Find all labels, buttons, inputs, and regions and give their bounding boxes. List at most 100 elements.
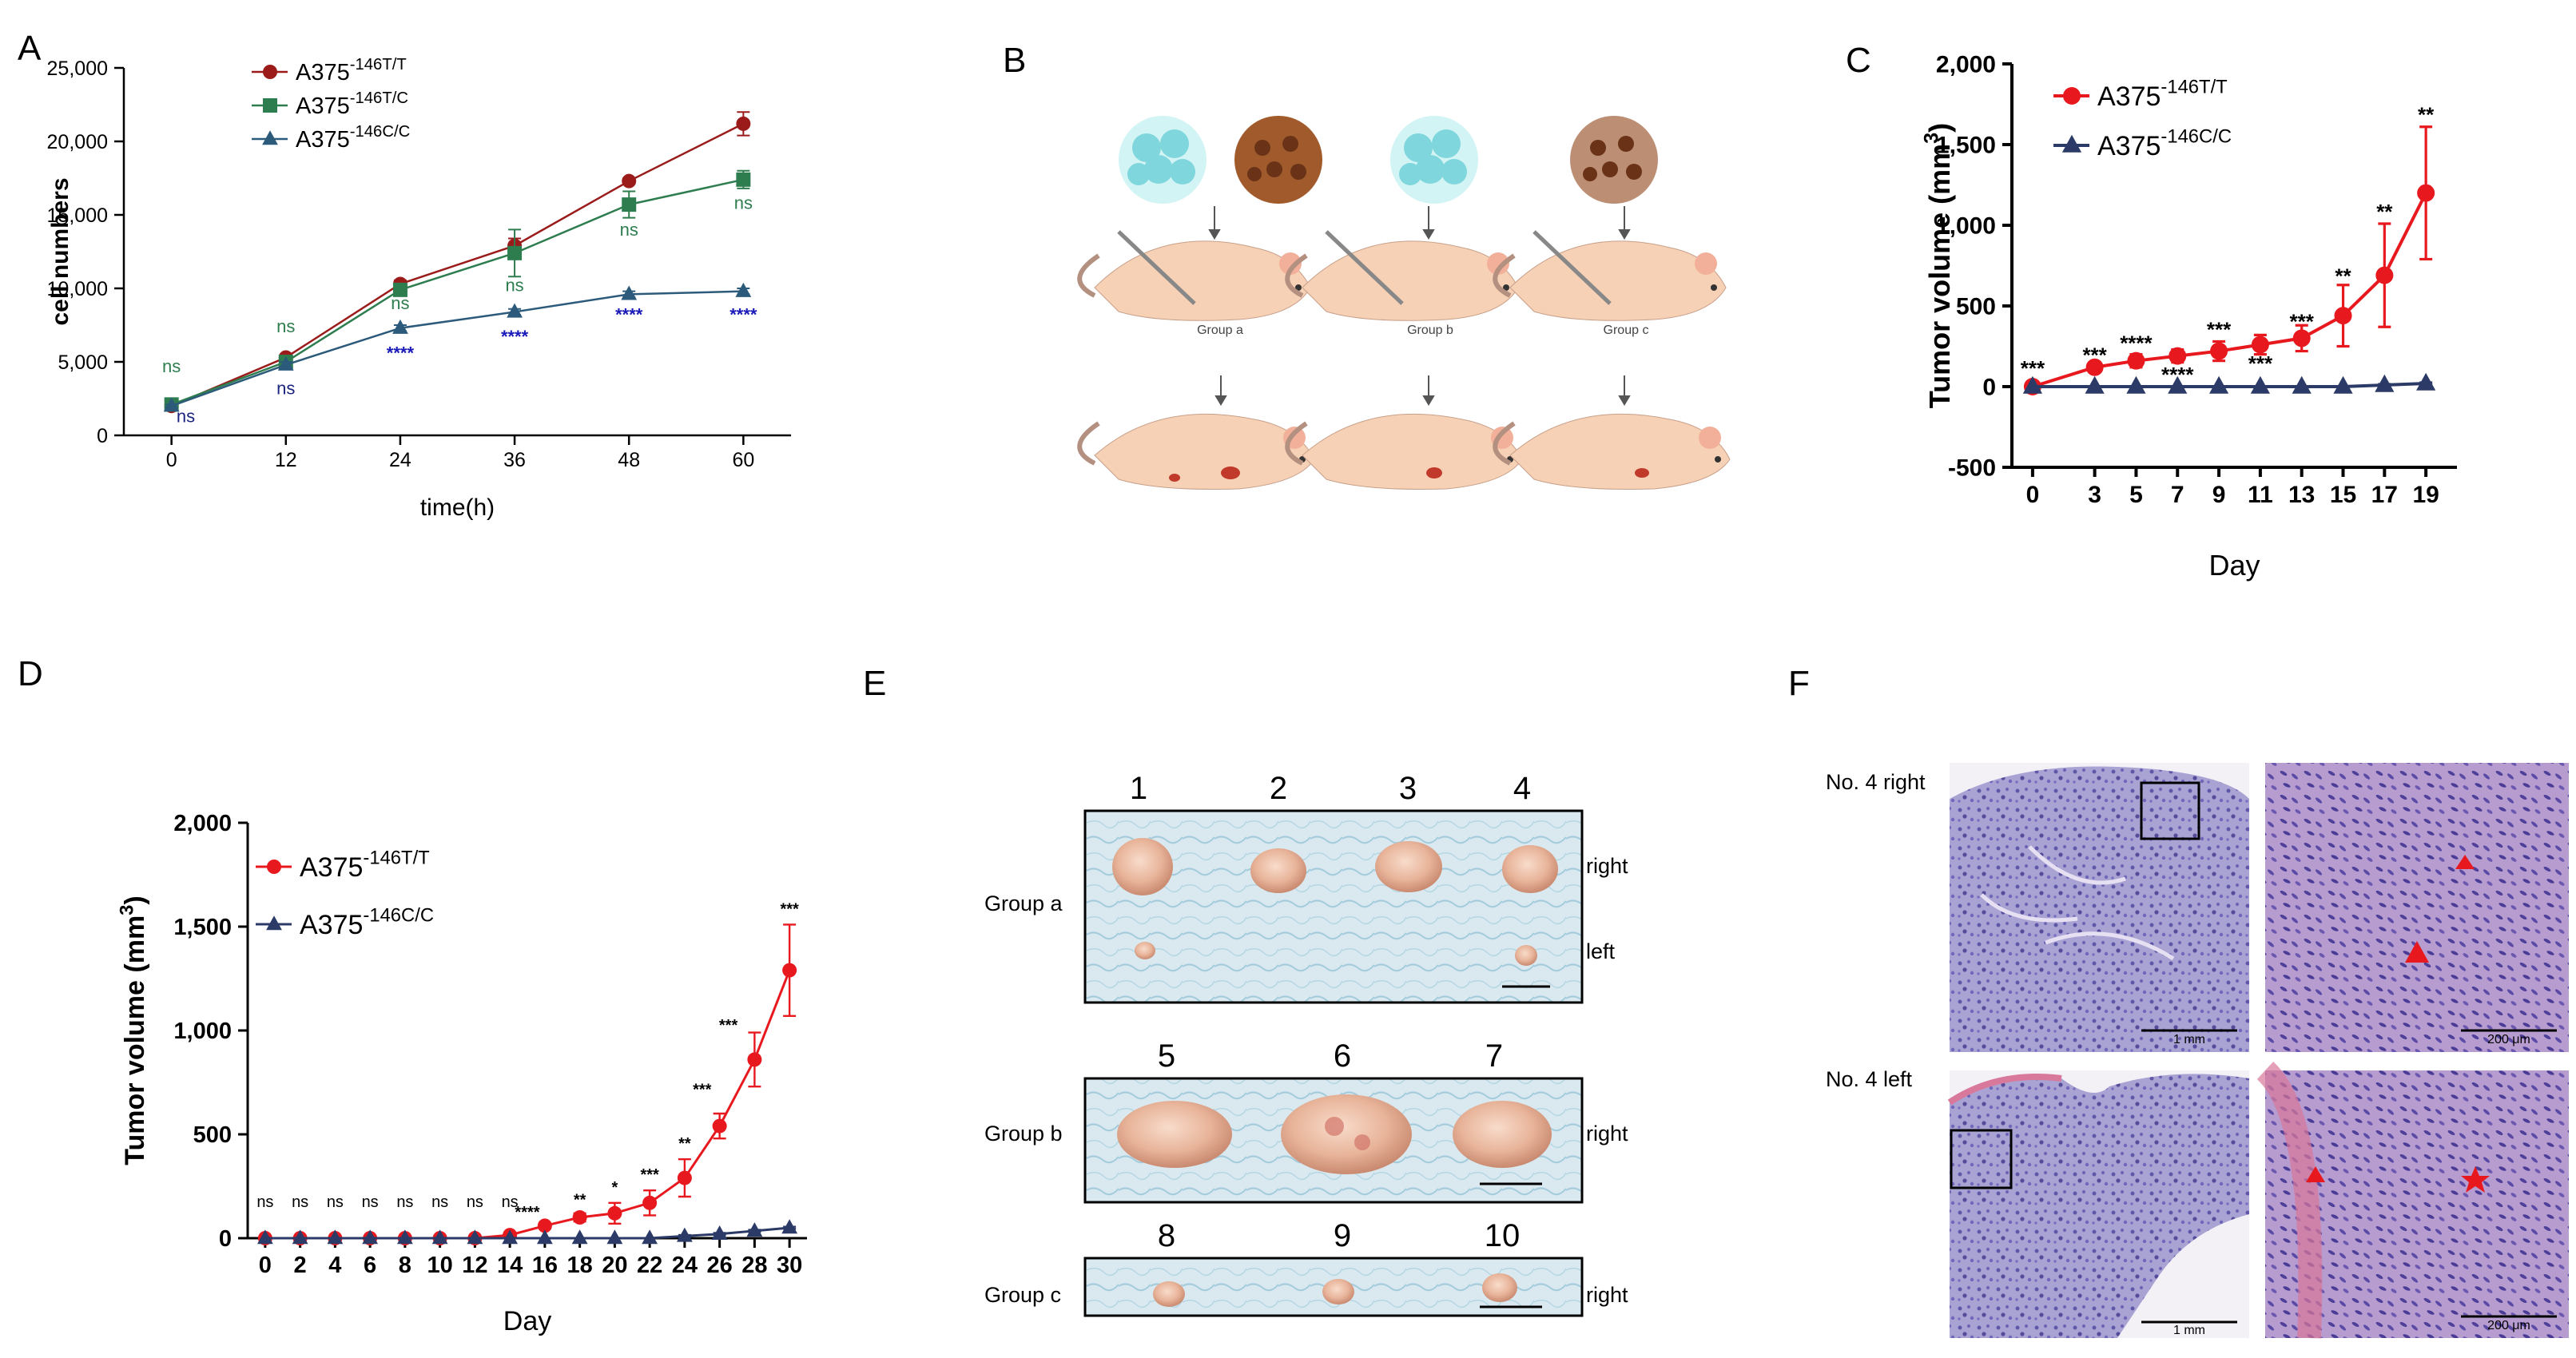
y-tick-label: 2,000	[1936, 52, 1996, 78]
y-tick-label: 0	[219, 1226, 232, 1252]
chart-a: 0 5,000 10,000 15,000 20,000 25,000 0 12 24 36 48 6…	[47, 56, 791, 521]
significance-annotation: **	[574, 1191, 586, 1209]
x-tick-label: 10	[427, 1253, 452, 1278]
y-tick-label: 5,000	[58, 351, 108, 374]
legend-label: A375-146C/C	[300, 905, 434, 940]
panel-label-c: C	[1846, 41, 1871, 80]
data-point	[2168, 375, 2188, 394]
legend-label: A375-146T/T	[296, 56, 407, 85]
x-tick-label: 3	[2088, 482, 2101, 508]
significance-annotation: ***	[693, 1082, 712, 1099]
photo-number: 3	[1399, 771, 1417, 806]
x-axis-label: Day	[2208, 549, 2260, 582]
data-point	[392, 282, 407, 297]
significance-annotation: ***	[2248, 351, 2273, 375]
data-point	[642, 1195, 658, 1210]
data-point	[2085, 358, 2104, 376]
data-point	[2292, 329, 2311, 347]
x-tick-label: 0	[259, 1253, 272, 1278]
significance-annotation: ns	[327, 1193, 344, 1211]
significance-annotation: ns	[391, 293, 409, 313]
x-tick-label: 24	[389, 449, 411, 471]
group-a-label: Group a	[1197, 324, 1243, 337]
photo-number: 5	[1158, 1038, 1175, 1074]
significance-annotation: ***	[719, 1017, 738, 1034]
data-point	[2375, 374, 2395, 392]
significance-annotation: **	[2418, 103, 2435, 127]
data-point	[736, 172, 751, 187]
significance-annotation: ****	[615, 304, 643, 324]
x-tick-label: 16	[532, 1253, 558, 1278]
legend-superscript: -146C/C	[2161, 126, 2232, 148]
group-c-label: Group c	[1604, 324, 1649, 337]
tumor-photo-group-a	[1083, 809, 1584, 1004]
data-point	[712, 1118, 727, 1134]
y-tick-label: 25,000	[47, 58, 108, 80]
data-point	[622, 197, 637, 212]
panel-b-schematic: Group a Group b Group c	[1077, 116, 1731, 490]
data-point	[163, 397, 180, 412]
significance-annotation: ***	[780, 900, 799, 918]
x-tick-label: 22	[637, 1253, 662, 1278]
series-line	[264, 1226, 790, 1240]
significance-annotation: **	[2376, 200, 2393, 224]
data-point	[781, 1219, 798, 1234]
data-point	[2208, 375, 2229, 394]
significance-annotation: ****	[2161, 363, 2194, 387]
legend-superscript: -146T/T	[350, 56, 407, 73]
x-axis-label: time(h)	[420, 494, 495, 521]
data-point	[2333, 375, 2353, 394]
significance-annotation: ns	[505, 276, 523, 296]
photo-number: 1	[1130, 771, 1147, 806]
significance-annotation: ns	[467, 1193, 483, 1211]
y-axis-label-close: )	[1923, 123, 1956, 133]
data-point	[747, 1052, 762, 1067]
legend-marker	[262, 130, 278, 145]
data-point	[507, 303, 523, 318]
x-tick-label: 48	[618, 449, 640, 471]
significance-annotation: **	[2335, 264, 2351, 288]
series-line	[2032, 381, 2427, 388]
y-tick-label: 15,000	[47, 204, 108, 227]
histology-high-mag-right	[2265, 763, 2569, 1052]
photo-number: 7	[1485, 1038, 1503, 1074]
significance-annotation: ns	[177, 406, 195, 426]
y-tick-label: -500	[1948, 455, 1996, 482]
data-point	[2250, 375, 2270, 394]
x-tick-label: 13	[2288, 482, 2315, 508]
x-tick-label: 20	[602, 1253, 627, 1278]
significance-annotation: ns	[276, 378, 295, 398]
chart-c: -500 0 500 1,000 1,500 2,000 0 3 5 7 9 11 13 15 17 19 Da…	[1921, 52, 2457, 582]
x-tick-label: 30	[777, 1253, 802, 1278]
legend-marker	[267, 860, 281, 874]
legend-label: A375-146C/C	[296, 123, 410, 153]
significance-annotation: ***	[640, 1166, 659, 1184]
group-b-photo-label: Group b	[984, 1122, 1063, 1146]
x-tick-label: 9	[2212, 482, 2226, 508]
data-point	[536, 1229, 553, 1245]
significance-annotation: ****	[2120, 332, 2153, 355]
legend-marker	[2061, 134, 2082, 153]
scale-bar-label: 1 mm	[2173, 1324, 2205, 1337]
data-point	[431, 1229, 448, 1245]
data-point	[2126, 375, 2146, 394]
data-point	[622, 173, 637, 189]
cell-cluster-brown-icon	[1234, 116, 1322, 204]
data-point	[467, 1229, 483, 1245]
photo-number: 10	[1485, 1218, 1521, 1253]
data-point	[572, 1210, 587, 1225]
y-axis-label-close: )	[120, 895, 150, 904]
data-point	[256, 1229, 273, 1245]
data-point	[2416, 372, 2436, 391]
data-point	[571, 1229, 588, 1245]
cell-cluster-cyan-icon	[1390, 116, 1478, 204]
x-tick-label: 0	[2026, 482, 2040, 508]
significance-annotation: ns	[734, 193, 753, 213]
data-point	[642, 1229, 658, 1245]
x-tick-label: 60	[732, 449, 754, 471]
mouse-injection-icon	[1493, 230, 1727, 321]
x-tick-label: 0	[166, 449, 177, 471]
significance-annotation: ****	[515, 1204, 539, 1221]
legend-superscript: -146C/C	[350, 123, 411, 141]
